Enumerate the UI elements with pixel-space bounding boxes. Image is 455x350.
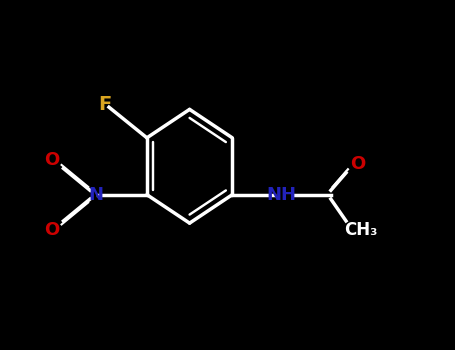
Text: N: N xyxy=(88,186,103,204)
Text: CH₃: CH₃ xyxy=(344,221,378,239)
Text: F: F xyxy=(99,96,112,114)
Text: NH: NH xyxy=(267,186,297,204)
Text: O: O xyxy=(350,155,365,173)
Text: O: O xyxy=(45,221,60,239)
Text: O: O xyxy=(45,151,60,169)
